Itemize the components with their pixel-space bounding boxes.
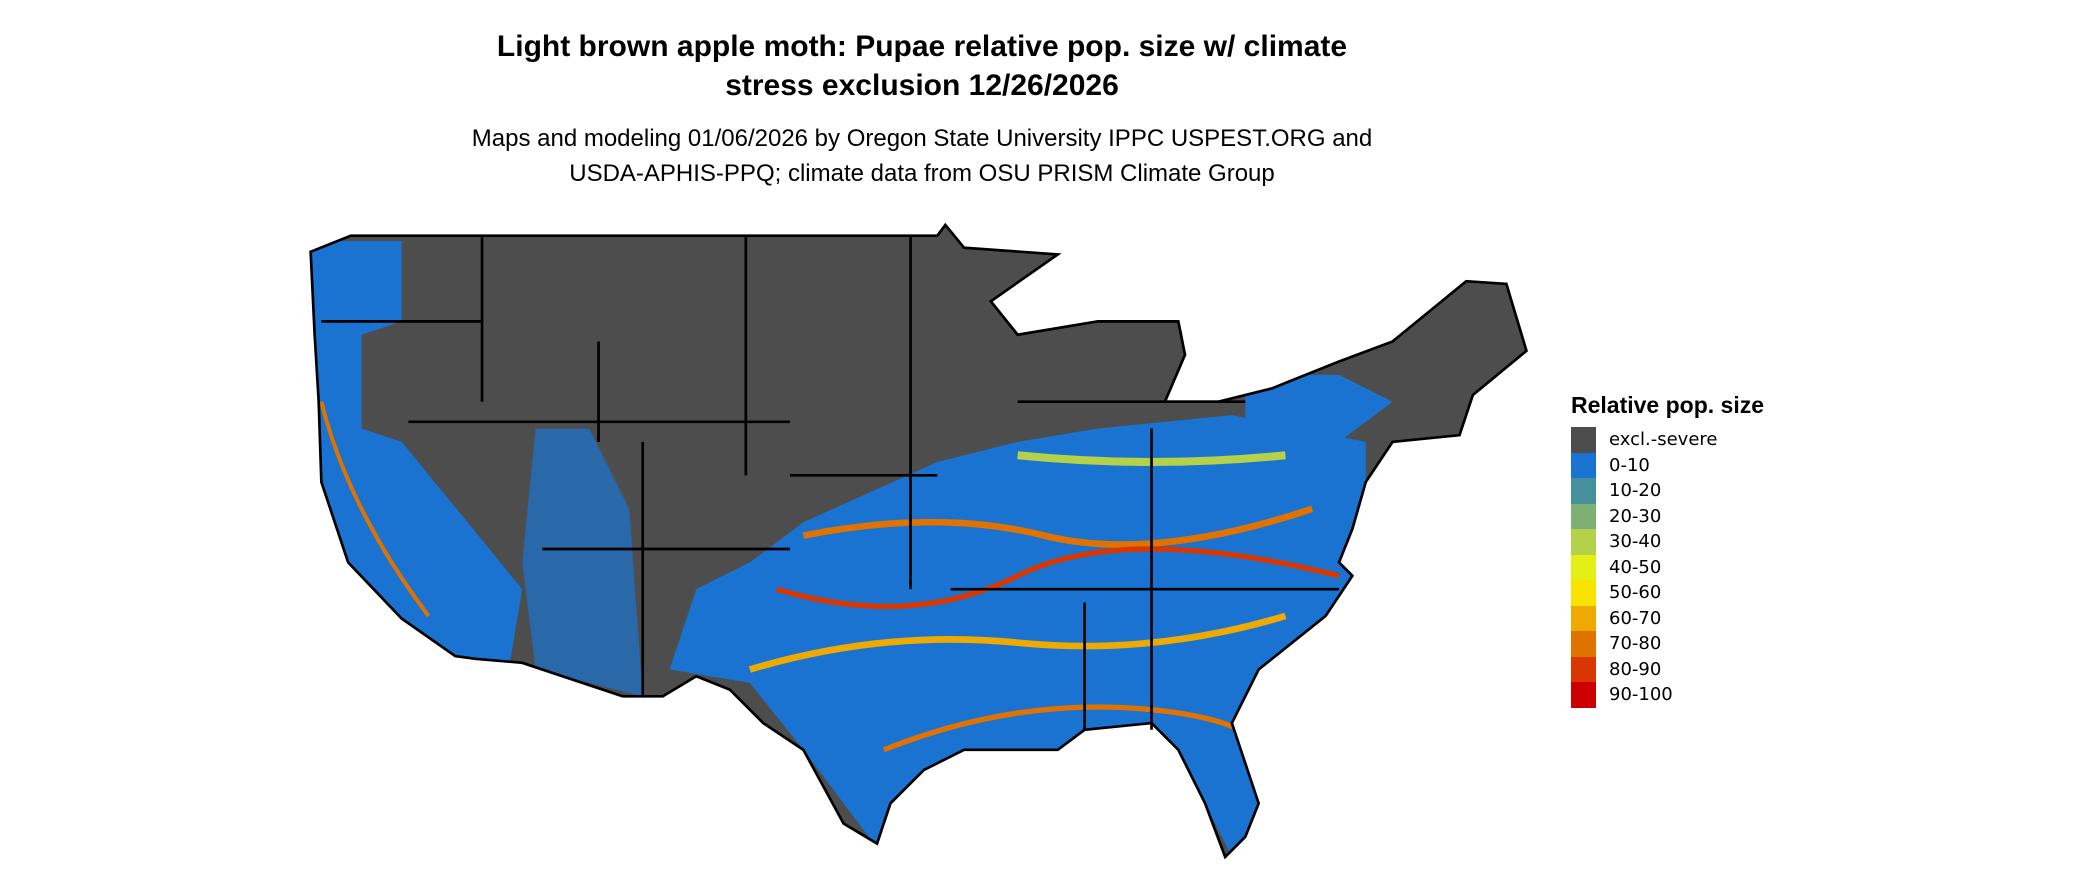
legend-swatch [1571,554,1596,580]
legend-label: 50-60 [1609,582,1662,604]
subtitle-line-1: Maps and modeling 01/06/2026 by Oregon S… [471,125,1373,152]
legend-label: 40-50 [1609,556,1662,578]
legend-swatch [1571,656,1596,682]
legend-label: 0-10 [1609,454,1650,476]
title-line-1: Light brown apple moth: Pupae relative p… [496,30,1348,63]
legend-label: excl.-severe [1609,429,1718,451]
legend-item: 60-70 [1571,605,1764,631]
legend-swatch [1571,605,1596,631]
legend-item: 90-100 [1571,682,1764,708]
legend-label: 90-100 [1609,684,1673,706]
legend-swatch [1571,452,1596,478]
legend-swatch [1571,529,1596,555]
subtitle-line-2: USDA-APHIS-PPQ; climate data from OSU PR… [569,160,1275,187]
legend-swatch [1571,503,1596,529]
legend-item: 0-10 [1571,452,1764,478]
legend-swatch [1571,682,1596,708]
legend-label: 10-20 [1609,480,1662,502]
legend-label: 60-70 [1609,607,1662,629]
legend: Relative pop. size excl.-severe 0-10 10-20… [1571,392,1764,708]
state-borders [309,223,1528,859]
legend-swatch [1571,427,1596,453]
legend-item: 70-80 [1571,631,1764,657]
legend-title: Relative pop. size [1571,392,1765,418]
legend-swatch [1571,580,1596,606]
legend-swatch [1571,631,1596,657]
legend-item: 80-90 [1571,656,1764,682]
legend-label: 80-90 [1609,658,1662,680]
legend-label: 20-30 [1609,505,1662,527]
legend-item: 10-20 [1571,478,1764,504]
legend-item: 30-40 [1571,529,1764,555]
suitability-layer [310,241,1393,857]
title-line-2: stress exclusion 12/26/2026 [725,69,1119,102]
legend-label: 30-40 [1609,531,1662,553]
legend-item: excl.-severe [1571,427,1764,453]
legend-label: 70-80 [1609,633,1662,655]
legend-swatch [1571,478,1596,504]
legend-item: 20-30 [1571,503,1764,529]
legend-item: 40-50 [1571,554,1764,580]
legend-item: 50-60 [1571,580,1764,606]
